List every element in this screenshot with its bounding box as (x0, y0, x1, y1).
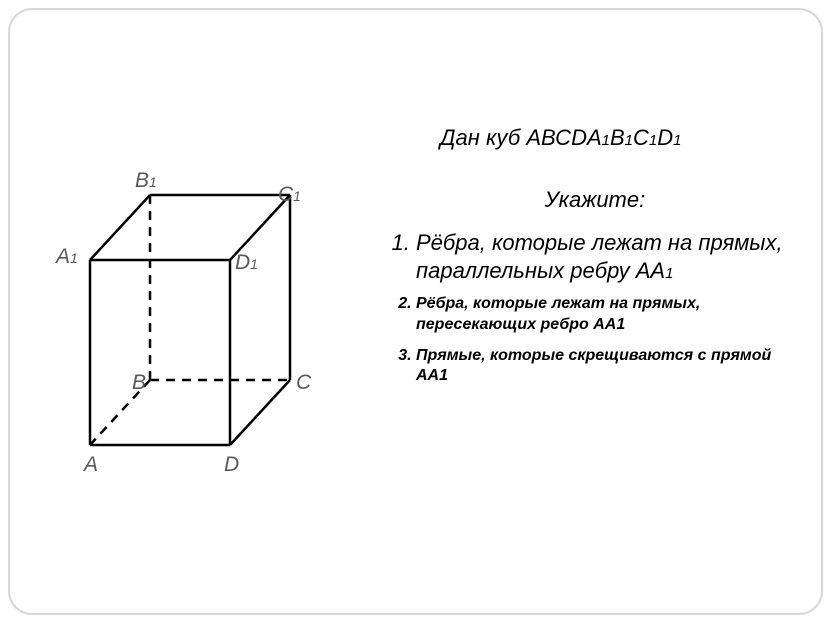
title-s3: 1 (649, 132, 657, 149)
task-2: Рёбра, которые лежат на прямых, пересека… (416, 294, 800, 336)
vertex-B1-sub: 1 (149, 174, 157, 190)
title-s4: 1 (673, 132, 681, 149)
vertex-B: В (132, 371, 146, 395)
task-3-text: Прямые, которые скрещиваются с прямой АА… (416, 347, 771, 385)
vertex-A-text: А (84, 453, 98, 476)
title-prefix: Дан куб (440, 125, 526, 150)
title-s1: 1 (602, 132, 610, 149)
title-cube: АВСDА (526, 125, 601, 150)
vertex-B1: В1 (135, 169, 157, 193)
task-1-sub: 1 (665, 265, 673, 282)
task-list: Рёбра, которые лежат на прямых, параллел… (390, 229, 800, 387)
vertex-A1: А1 (56, 245, 78, 269)
vertex-D1-sub: 1 (250, 256, 258, 272)
text-block: Дан куб АВСDА1В1С1D1 Укажите: Рёбра, кот… (390, 125, 800, 397)
vertex-D-text: D (224, 453, 239, 476)
subtitle: Укажите: (390, 187, 800, 213)
title-c: С (633, 125, 649, 150)
cube-svg (50, 165, 350, 475)
vertex-C-text: С (296, 371, 311, 394)
title-b: В (610, 125, 625, 150)
vertex-A: А (84, 453, 98, 477)
vertex-C: С (296, 371, 311, 395)
task-3: Прямые, которые скрещиваются с прямой АА… (416, 346, 800, 388)
vertex-D1-text: D (235, 251, 250, 274)
vertex-D: D (224, 453, 239, 477)
cube-diagram: А D В С А1 D1 В1 С1 (50, 165, 350, 475)
vertex-A1-text: А (56, 245, 70, 268)
title-d: D (657, 125, 673, 150)
vertex-C1-sub: 1 (293, 188, 301, 204)
slide-frame: А D В С А1 D1 В1 С1 Дан куб АВСDА1В1С1D1… (8, 8, 823, 615)
title-s2: 1 (625, 132, 633, 149)
vertex-C1-text: С (278, 183, 293, 206)
task-1-text: Рёбра, которые лежат на прямых, параллел… (416, 230, 783, 283)
vertex-B-text: В (132, 371, 146, 394)
vertex-D1: D1 (235, 251, 258, 275)
task-1: Рёбра, которые лежат на прямых, параллел… (416, 229, 800, 284)
vertex-C1: С1 (278, 183, 301, 207)
task-2-text: Рёбра, которые лежат на прямых, пересека… (416, 295, 700, 333)
vertex-A1-sub: 1 (70, 250, 78, 266)
title: Дан куб АВСDА1В1С1D1 (440, 125, 800, 151)
vertex-B1-text: В (135, 169, 149, 192)
